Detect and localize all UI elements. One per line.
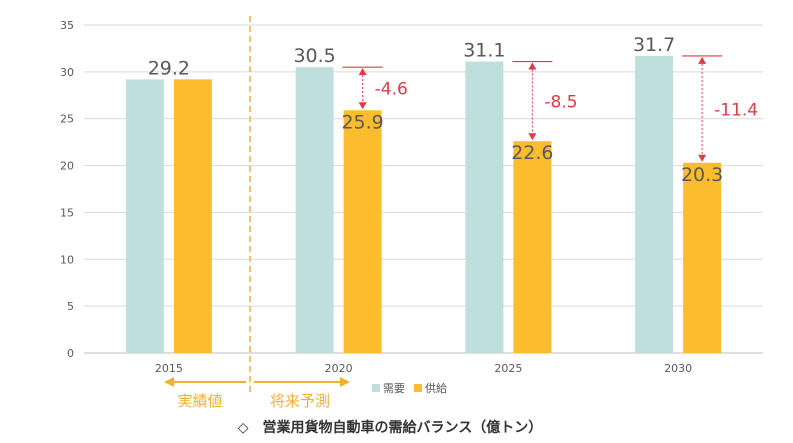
bar-demand-2020	[295, 67, 334, 354]
data-label-supply-2020: 25.9	[341, 111, 383, 133]
actual-label: 実績値	[177, 392, 222, 410]
y-tick-label: 30	[60, 66, 74, 79]
bar-supply-2020	[343, 110, 382, 353]
actual-arrow	[164, 377, 246, 387]
y-tick-label: 35	[60, 19, 74, 32]
data-label-demand-2030: 31.7	[633, 34, 675, 56]
legend-swatch-supply	[414, 384, 422, 392]
y-tick-label: 20	[60, 160, 74, 173]
bar-demand-2025	[465, 61, 504, 353]
gap-arrowhead-down	[528, 133, 537, 141]
x-tick-label: 2025	[494, 362, 522, 375]
gap-arrowhead-down	[358, 102, 367, 110]
x-tick-label: 2015	[155, 362, 183, 375]
gap-label-2030: -11.4	[714, 100, 758, 120]
data-label-supply-2025: 22.6	[511, 142, 553, 164]
bar-supply-2025	[513, 141, 552, 353]
gap-label-2020: -4.6	[375, 80, 408, 100]
forecast-arrow	[254, 377, 350, 387]
y-tick-label: 15	[60, 206, 74, 219]
data-label-demand-2020: 30.5	[293, 45, 335, 67]
y-tick-label: 10	[60, 253, 74, 266]
gap-arrowhead-up	[358, 68, 367, 76]
legend: 需要 供給	[372, 381, 447, 395]
legend-label-supply: 供給	[425, 381, 447, 395]
data-label-supply-2030: 20.3	[681, 164, 723, 186]
bar-supply-2030	[683, 162, 722, 353]
data-label-2015: 29.2	[148, 57, 190, 79]
bar-demand-2030	[635, 55, 674, 353]
chart-title: ◇ 営業用貨物自動車の需給バランス（億トン）	[238, 419, 543, 436]
gap-label-2025: -8.5	[544, 92, 577, 112]
data-labels: 29.2 30.5 25.9 31.1 22.6 31.7 20.3	[148, 34, 724, 186]
legend-swatch-demand	[372, 384, 380, 392]
y-tick-label: 5	[67, 300, 74, 313]
gap-arrowhead-down	[698, 154, 707, 162]
y-tick-label: 0	[67, 347, 74, 360]
data-label-demand-2025: 31.1	[463, 40, 505, 62]
bar-supply-2015	[173, 79, 212, 354]
bars	[125, 55, 722, 354]
x-tick-label: 2030	[664, 362, 692, 375]
y-tick-label: 25	[60, 113, 74, 126]
bar-demand-2015	[125, 79, 164, 354]
gap-arrowhead-up	[528, 62, 537, 70]
y-axis-ticks: 0 5 10 15 20 25 30 35	[60, 19, 74, 360]
forecast-label: 将来予測	[270, 392, 330, 410]
legend-label-demand: 需要	[383, 382, 405, 395]
x-tick-label: 2020	[325, 362, 353, 375]
x-axis-ticks: 2015 2020 2025 2030	[155, 362, 692, 375]
gap-arrowhead-up	[698, 56, 707, 64]
gap-annotations: -4.6 -8.5 -11.4	[342, 55, 758, 162]
